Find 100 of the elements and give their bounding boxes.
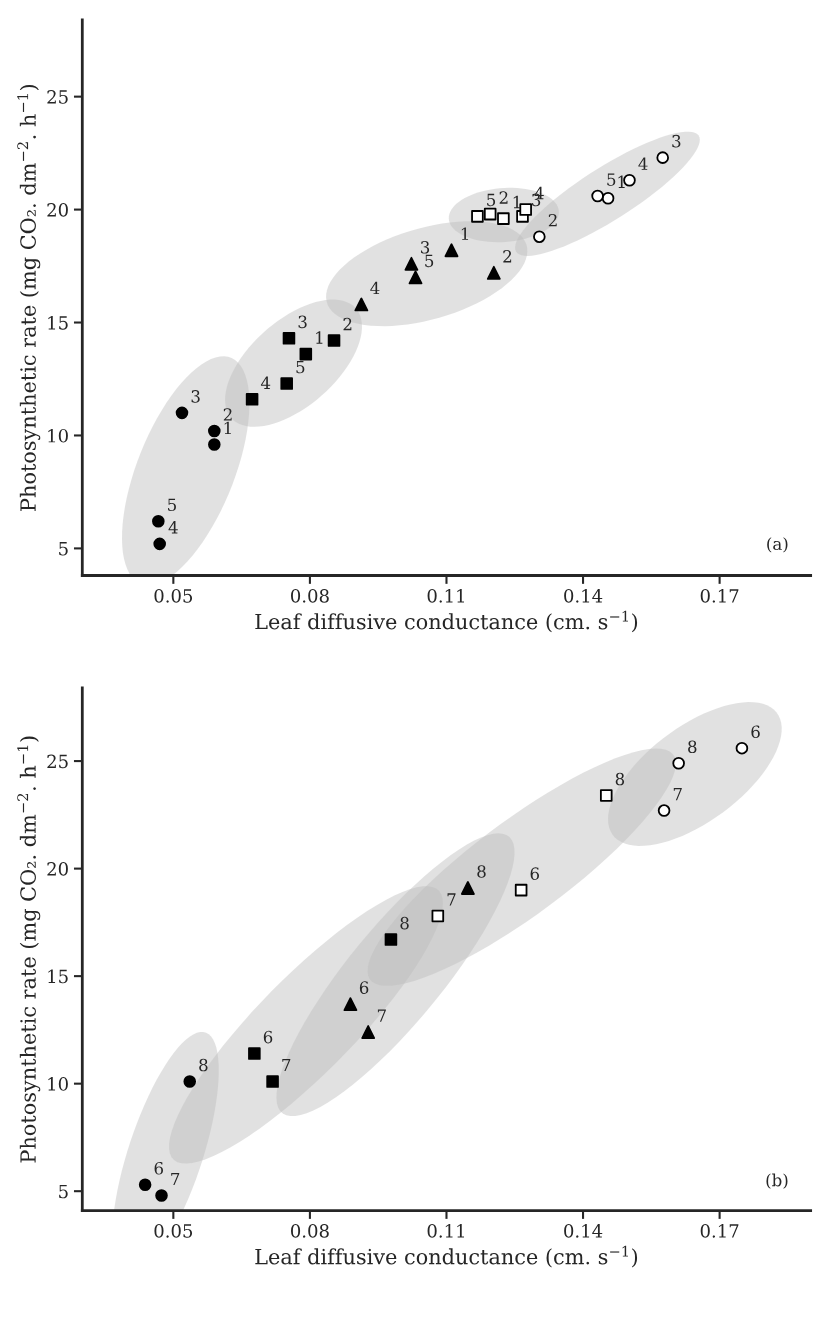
x-tick-label: 0.17 xyxy=(700,589,739,603)
point xyxy=(155,1189,168,1202)
annotation: 6 xyxy=(154,1161,164,1175)
annotation: 3 xyxy=(421,241,430,254)
annotation: 6 xyxy=(359,981,369,994)
point xyxy=(153,537,166,551)
point xyxy=(208,424,221,438)
point xyxy=(514,883,528,897)
point xyxy=(533,230,546,243)
x-tick-label: 0.11 xyxy=(427,589,465,603)
point xyxy=(245,393,259,406)
y-tick-label: 5 xyxy=(59,1184,68,1199)
point xyxy=(519,203,532,216)
y-axis-title: Photosynthetic rate (mg CO₂. dm$^{−2}$. h$^{−1}$) xyxy=(17,736,41,1163)
y-axis-title: Photosynthetic rate (mg CO₂. dm$^{−2}$. h$^{−1}$) xyxy=(17,84,41,511)
annotation: 3 xyxy=(672,134,681,148)
point xyxy=(175,406,189,420)
x-axis-title: Leaf diffusive conductance (cm. s$^{−1}$) xyxy=(255,610,638,633)
annotation: 8 xyxy=(400,916,409,930)
annotation: (b) xyxy=(766,1173,788,1189)
y-tick-label: 5 xyxy=(59,542,68,556)
x-tick-label: 0.14 xyxy=(564,589,603,603)
annotation: 2 xyxy=(343,317,352,331)
annotation: 8 xyxy=(477,865,486,878)
y-tick-label: 20 xyxy=(47,862,68,876)
annotation: 2 xyxy=(548,213,557,227)
y-tick-label: 10 xyxy=(48,1077,68,1091)
point xyxy=(601,192,615,205)
annotation: 4 xyxy=(168,521,178,534)
point xyxy=(361,1025,376,1039)
y-tick-label: 20 xyxy=(47,203,68,217)
annotation: 7 xyxy=(282,1058,291,1072)
annotation: 4 xyxy=(370,281,380,295)
annotation: 8 xyxy=(615,772,625,786)
point xyxy=(404,256,419,271)
y-tick-label: 15 xyxy=(48,969,68,984)
annotation: 5 xyxy=(296,360,305,374)
annotation: (a) xyxy=(767,537,788,553)
annotation: 7 xyxy=(673,787,682,801)
annotation: 2 xyxy=(499,191,508,204)
point xyxy=(248,1047,261,1060)
annotation: 6 xyxy=(530,867,540,880)
annotation: 7 xyxy=(171,1172,180,1186)
annotation: 8 xyxy=(688,740,697,754)
point xyxy=(497,212,510,225)
point xyxy=(486,265,501,280)
y-tick-label: 10 xyxy=(48,428,68,443)
y-tick-label: 25 xyxy=(47,90,68,104)
point xyxy=(299,347,313,361)
point xyxy=(656,151,669,164)
y-tick-label: 15 xyxy=(48,315,68,330)
annotation: 4 xyxy=(638,157,648,170)
y-tick-label: 25 xyxy=(47,754,68,769)
annotation: 1 xyxy=(618,175,625,188)
point xyxy=(444,243,459,258)
point xyxy=(657,804,671,817)
point xyxy=(138,1178,152,1192)
point xyxy=(483,207,497,221)
point xyxy=(735,741,749,755)
point xyxy=(672,756,685,770)
annotation: 8 xyxy=(199,1058,208,1072)
annotation: 6 xyxy=(751,725,760,738)
point xyxy=(471,210,484,223)
x-tick-label: 0.11 xyxy=(427,1224,465,1238)
annotation: 6 xyxy=(263,1030,273,1044)
annotation: 5 xyxy=(425,254,434,268)
x-axis-title: Leaf diffusive conductance (cm. s$^{−1}$) xyxy=(255,1245,638,1268)
point xyxy=(408,270,423,285)
annotation: 4 xyxy=(260,376,271,389)
point xyxy=(280,377,293,390)
point xyxy=(354,297,369,312)
x-tick-label: 0.05 xyxy=(154,1224,193,1238)
annotation: 7 xyxy=(447,893,456,906)
point xyxy=(327,334,341,347)
annotation: 2 xyxy=(223,408,232,421)
annotation: 1 xyxy=(224,421,231,435)
point xyxy=(384,933,398,946)
point xyxy=(266,1075,279,1088)
point xyxy=(183,1075,197,1088)
annotation: 3 xyxy=(191,390,200,403)
point xyxy=(431,909,445,923)
x-tick-label: 0.17 xyxy=(700,1224,739,1238)
annotation: 5 xyxy=(607,173,616,186)
point xyxy=(282,332,296,345)
point xyxy=(460,881,475,895)
point xyxy=(152,515,165,528)
annotation: 5 xyxy=(168,498,176,512)
point xyxy=(343,997,358,1012)
point xyxy=(599,789,613,802)
annotation: 1 xyxy=(316,331,323,344)
annotation: 5 xyxy=(487,193,496,207)
annotation: 7 xyxy=(377,1009,386,1022)
annotation: 3 xyxy=(298,315,307,329)
x-tick-label: 0.14 xyxy=(564,1224,603,1238)
x-tick-label: 0.05 xyxy=(154,589,193,603)
x-tick-label: 0.08 xyxy=(291,589,329,603)
point xyxy=(208,438,221,451)
annotation: 1 xyxy=(461,227,469,240)
annotation: 1 xyxy=(513,195,520,209)
annotation: 2 xyxy=(503,250,512,263)
